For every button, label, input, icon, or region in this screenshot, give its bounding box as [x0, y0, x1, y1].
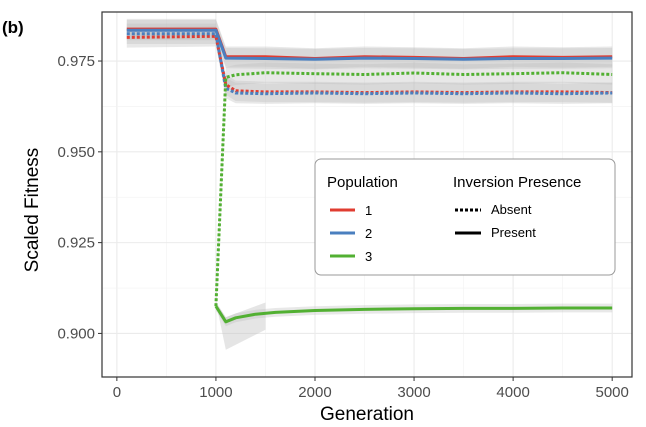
series-lines: [126, 27, 613, 324]
x-tick-label: 2000: [298, 384, 331, 401]
y-tick-label: 0.925: [57, 235, 95, 252]
legend-label-population-2: 2: [365, 226, 372, 241]
legend-title-inversion: Inversion Presence: [453, 174, 581, 191]
series-line-pop2-absent: [126, 32, 613, 96]
series-line-pop3-present: [214, 305, 613, 324]
legend: Population Inversion Presence 1 2 3 Abse…: [314, 158, 616, 276]
legend-box: [314, 158, 616, 276]
replicate-band: [126, 26, 613, 103]
series-line-pop3-absent: [214, 71, 613, 307]
x-tick-label: 1000: [199, 384, 232, 401]
x-axis-title: Generation: [320, 404, 414, 425]
y-axis-title: Scaled Fitness: [22, 148, 43, 273]
y-tick-label: 0.950: [57, 144, 95, 161]
x-tick-label: 3000: [397, 384, 430, 401]
legend-label-absent: Absent: [491, 202, 532, 217]
replicate-band: [126, 23, 613, 104]
legend-title-population: Population: [327, 174, 398, 191]
plot-frame: [101, 11, 633, 378]
panel-label: (b): [2, 18, 24, 37]
legend-label-population-3: 3: [365, 249, 372, 264]
series-line-pop2-present: [126, 28, 613, 61]
legend-label-present: Present: [491, 225, 536, 240]
x-tick-label: 0: [113, 384, 121, 401]
x-tick-label: 4000: [496, 384, 529, 401]
y-tick-label: 0.975: [57, 53, 95, 70]
legend-label-population-1: 1: [365, 203, 372, 218]
axes: 0 1000 2000 3000 4000 5000 0.900 0.925 0.950 0.97…: [57, 53, 628, 401]
y-tick-label: 0.900: [57, 325, 95, 342]
x-tick-label: 5000: [595, 384, 628, 401]
plot-border: [101, 11, 633, 378]
